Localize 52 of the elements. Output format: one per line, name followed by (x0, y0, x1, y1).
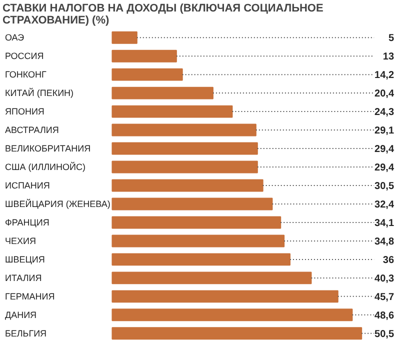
bar (112, 86, 214, 100)
bar (112, 234, 285, 248)
y-tick-label: ЧЕХИЯ (4, 236, 36, 246)
y-tick-label: ГЕРМАНИЯ (4, 291, 55, 302)
y-tick-label: АВСТРАЛИЯ (4, 125, 59, 136)
data-label: 5 (388, 33, 394, 44)
y-tick-label: ШВЕЙЦАРИЯ (ЖЕНЕВА) (4, 198, 110, 209)
data-label: 48,6 (374, 310, 394, 322)
bar (112, 160, 258, 174)
bar (112, 198, 273, 210)
data-label: 34,1 (374, 218, 394, 229)
bar (112, 68, 183, 81)
data-label: 24,3 (374, 107, 394, 118)
y-tick-label: ИСПАНИЯ (4, 180, 50, 190)
bar (112, 124, 256, 136)
y-tick-label: РОССИЯ (4, 51, 44, 62)
y-tick-label: БЕЛЬГИЯ (4, 328, 47, 338)
y-tick-label: ВЕЛИКОБРИТАНИЯ (4, 144, 91, 154)
data-label: 29,4 (374, 144, 394, 156)
data-label: 13 (382, 52, 394, 63)
data-label: 36 (382, 254, 394, 266)
y-tick-label: ГОНКОНГ (4, 70, 47, 80)
chart-title: СТАВКИ НАЛОГОВ НА ДОХОДЫ (ВКЛЮЧАЯ СОЦИАЛЬНОЕ СТРАХОВАНИЕ) (%) (2, 2, 324, 26)
y-tick-label: ЯПОНИЯ (4, 106, 44, 117)
data-label: 34,8 (374, 236, 394, 248)
bar (112, 216, 282, 229)
bar (112, 272, 312, 284)
data-label: 14,2 (374, 70, 394, 82)
y-tick-label: ДАНИЯ (4, 310, 37, 320)
data-label: 29,4 (374, 162, 394, 174)
data-label: 29,1 (374, 126, 394, 137)
data-label: 20,4 (374, 88, 394, 100)
data-label: 40,3 (374, 273, 394, 284)
data-label: 30,5 (374, 181, 394, 192)
data-label: 50,5 (374, 328, 394, 340)
y-tick-label: ИТАЛИЯ (4, 272, 42, 283)
y-tick-label: ОАЭ (4, 32, 25, 43)
bar (112, 253, 290, 266)
bar (112, 31, 138, 44)
bar (112, 290, 338, 303)
bar (112, 142, 258, 155)
data-label: 32,4 (374, 199, 394, 210)
y-tick-label: США (ИЛЛИНОЙС) (4, 161, 86, 172)
bar (112, 308, 353, 322)
bar (112, 179, 264, 192)
y-tick-label: ШВЕЦИЯ (4, 254, 45, 264)
y-tick-label: ФРАНЦИЯ (4, 217, 50, 228)
y-tick-label: КИТАЙ (ПЕКИН) (4, 87, 74, 98)
bar (112, 50, 177, 62)
data-label: 45,7 (374, 292, 394, 303)
bar (112, 105, 233, 118)
bar (112, 327, 362, 340)
